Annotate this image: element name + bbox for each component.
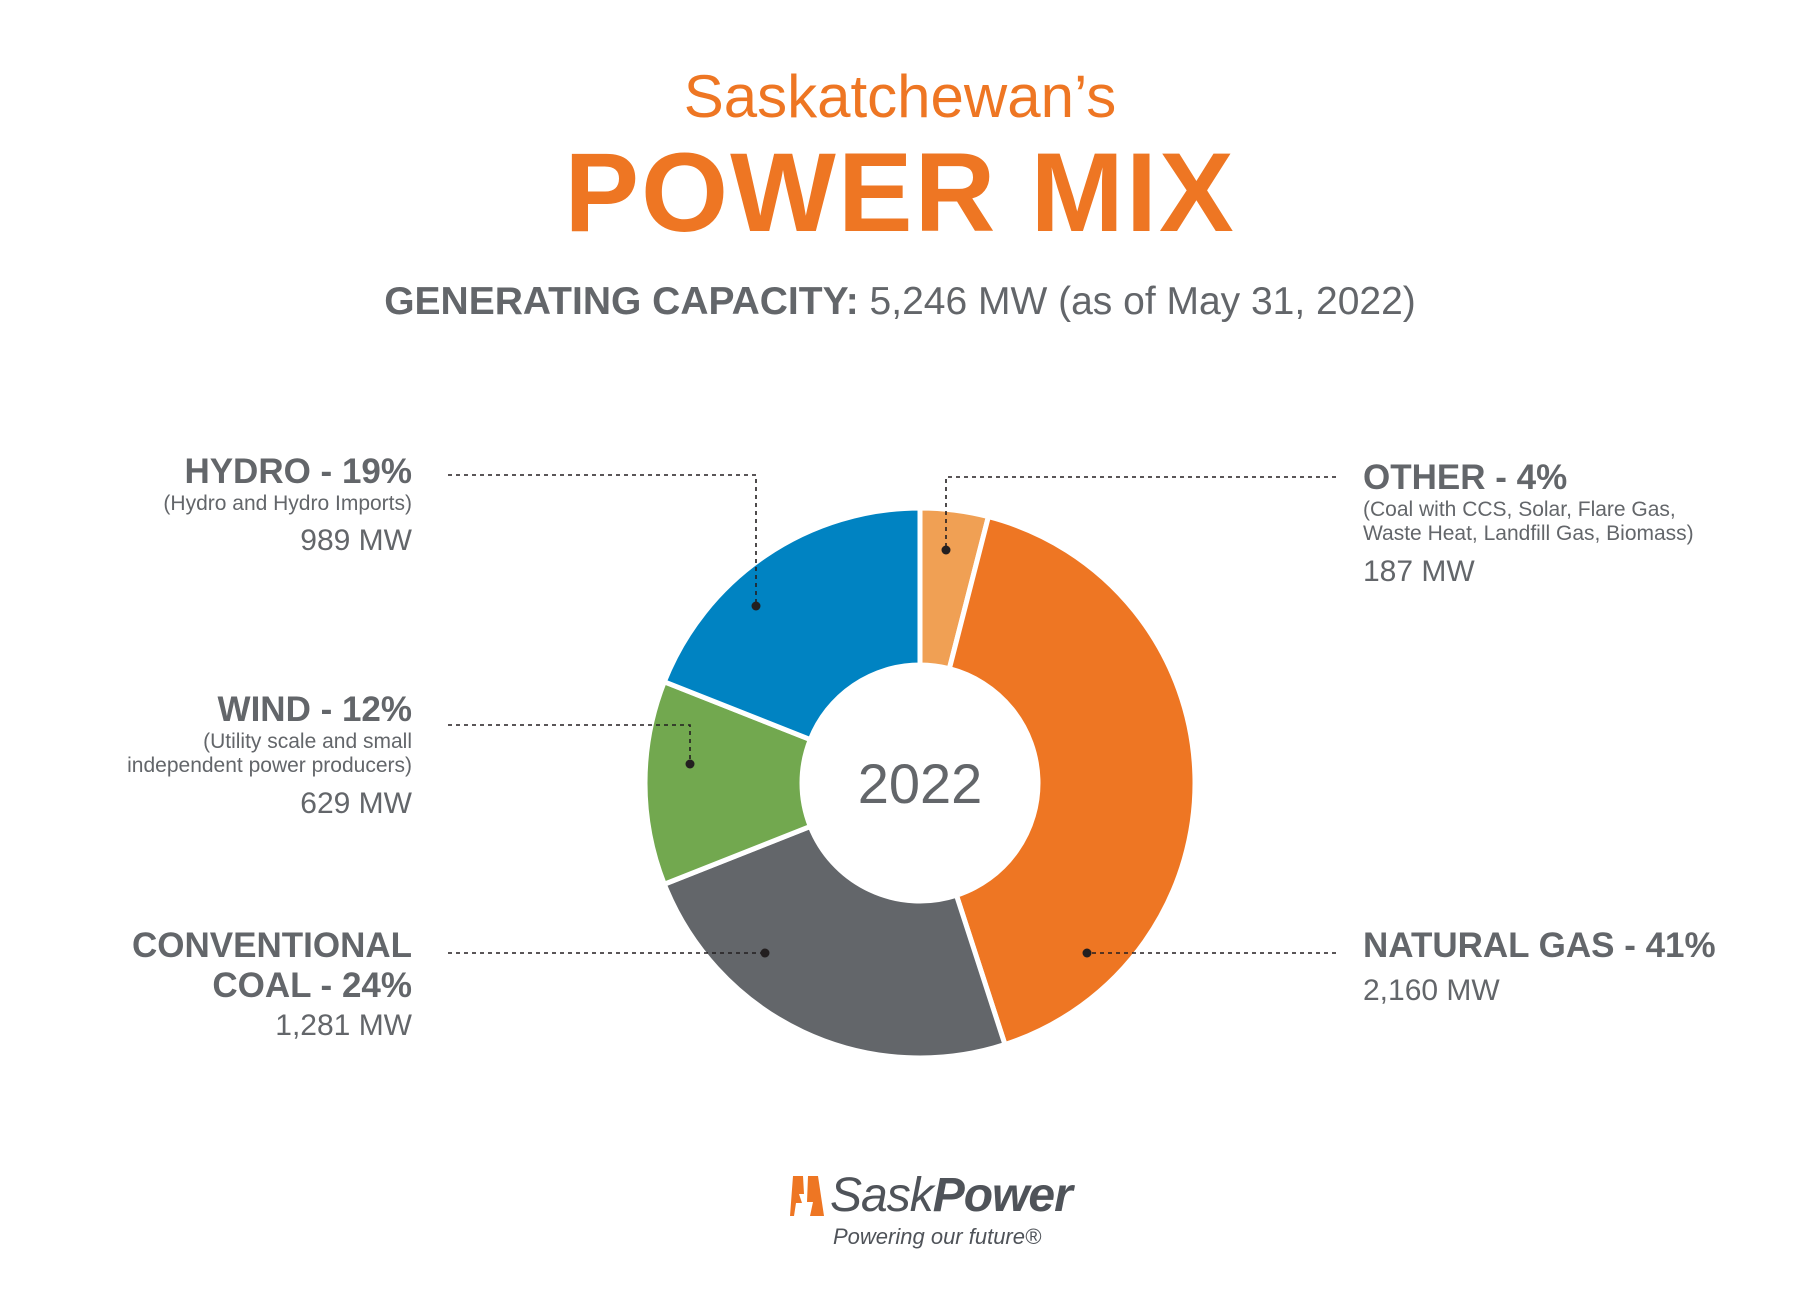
subtitle: Saskatchewan’s — [683, 63, 1117, 130]
lightning-logo-icon — [790, 1176, 824, 1216]
center-year-label: 2022 — [858, 752, 983, 815]
label-other: OTHER - 4% (Coal with CCS, Solar, Flare … — [1363, 458, 1694, 589]
leader-dot-coal — [760, 948, 770, 958]
saskpower-logo: SaskPower Powering our future® — [785, 1168, 1085, 1258]
hydro-note: (Hydro and Hydro Imports) — [163, 492, 412, 516]
other-title: OTHER - 4% — [1363, 458, 1568, 497]
leader-dot-hydro — [751, 601, 761, 611]
page-title: POWER MIX — [564, 130, 1236, 255]
brand-bold: Power — [932, 1169, 1073, 1222]
slice-hydro — [661, 505, 923, 743]
gas-title: NATURAL GAS - 41% — [1363, 926, 1716, 965]
gas-mw: 2,160 MW — [1363, 974, 1500, 1008]
brand-name: SaskPower — [830, 1168, 1073, 1223]
hydro-mw: 989 MW — [300, 524, 412, 558]
label-natural-gas: NATURAL GAS - 41% 2,160 MW — [1363, 926, 1716, 1009]
leader-line-other — [945, 476, 1336, 550]
wind-note-1: (Utility scale and small — [203, 730, 412, 754]
leader-line-hydro — [448, 474, 757, 606]
wind-note-2: independent power producers) — [127, 754, 412, 778]
leader-dot-wind — [685, 759, 695, 769]
coal-mw: 1,281 MW — [275, 1008, 412, 1042]
slice-wind — [642, 678, 814, 888]
leader-dot-other — [941, 545, 951, 555]
brand-light: Sask — [830, 1169, 934, 1222]
tagline: Powering our future® — [833, 1224, 1042, 1249]
label-hydro: HYDRO - 19% (Hydro and Hydro Imports) 98… — [163, 452, 412, 559]
label-wind: WIND - 12% (Utility scale and small inde… — [127, 690, 412, 821]
hydro-title: HYDRO - 19% — [184, 452, 412, 491]
capacity-label: GENERATING CAPACITY: — [384, 280, 859, 323]
wind-title: WIND - 12% — [217, 690, 412, 729]
capacity-value: 5,246 MW (as of May 31, 2022) — [869, 280, 1416, 323]
other-note-1: (Coal with CCS, Solar, Flare Gas, — [1363, 498, 1676, 522]
wind-mw: 629 MW — [300, 786, 412, 820]
leader-line-wind — [448, 724, 691, 764]
generating-capacity: GENERATING CAPACITY: 5,246 MW (as of May… — [0, 280, 1800, 324]
coal-title-2: COAL - 24% — [212, 966, 412, 1006]
label-coal: CONVENTIONAL COAL - 24% 1,281 MW — [132, 926, 412, 1043]
other-note-2: Waste Heat, Landfill Gas, Biomass) — [1363, 522, 1694, 546]
coal-title-1: CONVENTIONAL — [132, 926, 412, 965]
slice-conventional-coal — [661, 823, 1009, 1061]
leader-dot-gas — [1082, 948, 1092, 958]
other-mw: 187 MW — [1363, 554, 1475, 588]
slice-natural-gas — [946, 513, 1198, 1048]
